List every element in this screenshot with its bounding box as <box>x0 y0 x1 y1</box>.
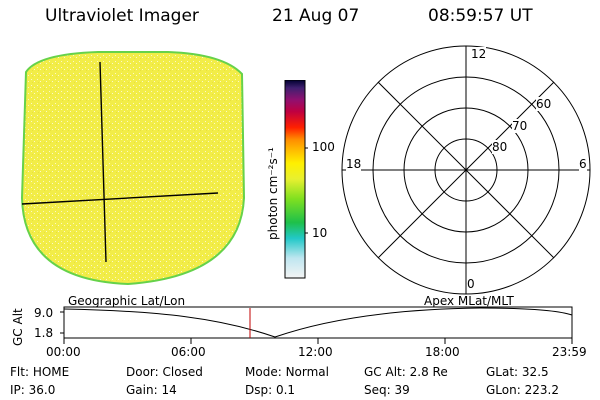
date-label: 21 Aug 07 <box>272 6 360 26</box>
info-door: Door: Closed <box>126 365 203 379</box>
lat-label-70: 70 <box>512 119 528 133</box>
geographic-image <box>20 51 246 286</box>
info-gc-alt: GC Alt: 2.8 Re <box>364 365 448 379</box>
y-tick-9: 9.0 <box>34 306 54 320</box>
geographic-title: Geographic Lat/Lon <box>68 294 186 308</box>
colorbar <box>284 80 308 279</box>
info-dsp: Dsp: 0.1 <box>245 383 296 397</box>
apex-title: Apex MLat/MLT <box>424 294 514 308</box>
colorbar-unit-label: photon cm⁻²s⁻¹ <box>266 147 280 240</box>
info-flt: Flt: HOME <box>10 365 70 379</box>
lat-label-80: 80 <box>492 140 508 154</box>
polar-grid <box>341 45 591 295</box>
mlt-label-6: 6 <box>579 157 587 171</box>
mlt-label-0: 0 <box>467 277 475 291</box>
instrument-title: Ultraviolet Imager <box>45 6 199 26</box>
info-seq: Seq: 39 <box>364 383 410 397</box>
x-tick-2359: 23:59 <box>552 345 587 359</box>
meridian-line <box>99 61 107 263</box>
info-glat: GLat: 32.5 <box>486 365 549 379</box>
y-tick-1-8: 1.8 <box>34 326 54 340</box>
altitude-curve <box>63 307 573 338</box>
x-tick-1200: 12:00 <box>298 345 333 359</box>
info-gain: Gain: 14 <box>126 383 177 397</box>
gc-alt-axis-label: GC Alt <box>11 308 25 346</box>
info-ip: IP: 36.0 <box>10 383 56 397</box>
x-tick-0600: 06:00 <box>171 345 206 359</box>
latitude-line <box>21 192 219 205</box>
x-tick-0000: 00:00 <box>46 345 81 359</box>
x-tick-1800: 18:00 <box>425 345 460 359</box>
disk-outline <box>20 51 246 286</box>
mlt-label-18: 18 <box>346 157 362 171</box>
lat-label-60: 60 <box>536 97 552 111</box>
colorbar-tick-100: 100 <box>312 140 335 154</box>
info-glon: GLon: 223.2 <box>486 383 559 397</box>
orbit-altitude-plot <box>60 306 573 344</box>
mlt-label-12: 12 <box>471 47 487 61</box>
info-mode: Mode: Normal <box>245 365 329 379</box>
colorbar-tick-10: 10 <box>312 226 328 240</box>
time-label: 08:59:57 UT <box>428 6 533 26</box>
